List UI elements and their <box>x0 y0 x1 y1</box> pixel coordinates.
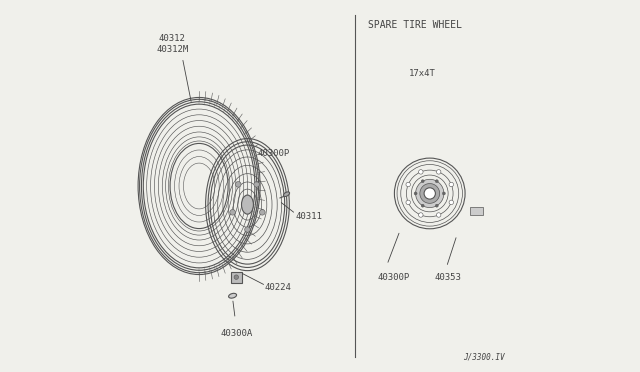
Circle shape <box>420 183 440 203</box>
Text: J/3300.IV: J/3300.IV <box>463 353 504 362</box>
Text: 40311: 40311 <box>296 212 323 221</box>
Circle shape <box>406 200 410 205</box>
Text: 40224: 40224 <box>264 283 291 292</box>
Text: 40300P: 40300P <box>378 273 410 282</box>
Circle shape <box>419 170 423 174</box>
Circle shape <box>419 213 423 217</box>
Circle shape <box>244 227 250 232</box>
Text: 40300P: 40300P <box>257 149 290 158</box>
FancyBboxPatch shape <box>231 272 242 283</box>
Ellipse shape <box>241 195 253 214</box>
Text: SPARE TIRE WHEEL: SPARE TIRE WHEEL <box>369 20 462 31</box>
Circle shape <box>414 192 417 195</box>
Circle shape <box>236 182 241 187</box>
Circle shape <box>436 213 441 217</box>
Circle shape <box>421 180 424 183</box>
Circle shape <box>435 204 438 207</box>
Circle shape <box>442 192 445 195</box>
Circle shape <box>436 170 441 174</box>
Circle shape <box>260 209 265 215</box>
Text: 17x4T: 17x4T <box>409 69 436 78</box>
Text: 40300A: 40300A <box>220 329 252 338</box>
Ellipse shape <box>228 294 237 298</box>
Circle shape <box>406 182 410 187</box>
Circle shape <box>254 182 259 187</box>
Circle shape <box>230 209 236 215</box>
Circle shape <box>424 188 435 199</box>
Circle shape <box>449 182 454 187</box>
Circle shape <box>449 200 454 205</box>
Circle shape <box>415 179 444 208</box>
Circle shape <box>234 275 239 279</box>
Ellipse shape <box>170 144 228 228</box>
Text: 40312M: 40312M <box>156 45 188 54</box>
Ellipse shape <box>284 192 289 196</box>
Circle shape <box>435 180 438 183</box>
Circle shape <box>421 204 424 207</box>
Text: 40312: 40312 <box>159 34 186 43</box>
FancyBboxPatch shape <box>470 207 483 215</box>
Text: 40353: 40353 <box>435 273 461 282</box>
